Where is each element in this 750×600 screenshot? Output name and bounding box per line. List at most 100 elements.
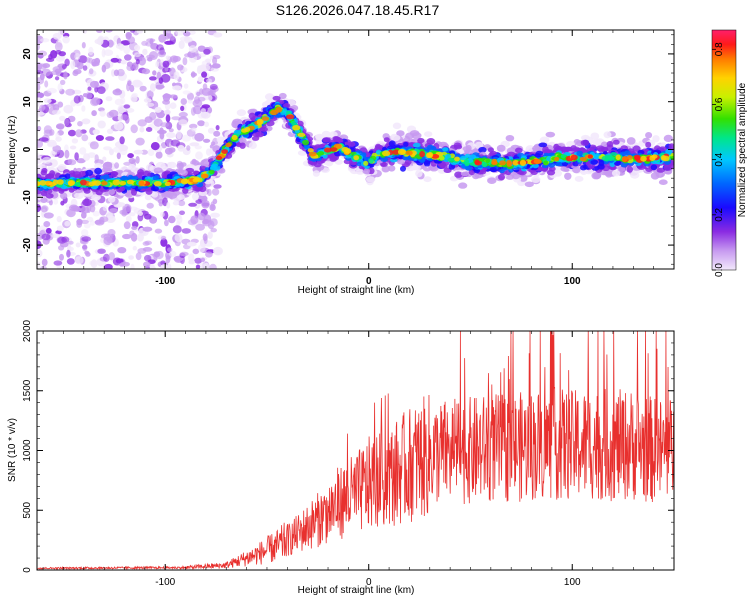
spectrogram-noise-cell xyxy=(179,210,185,216)
spectrogram-ridge-cell xyxy=(405,132,415,140)
spectrogram-noise-cell xyxy=(39,104,45,112)
spectrogram-noise-cell xyxy=(179,251,189,257)
spectrogram-noise-cell xyxy=(75,129,83,138)
spectrogram-noise-cell xyxy=(82,65,88,71)
spectrogram-noise-cell xyxy=(136,30,143,34)
spectrogram-noise-cell xyxy=(86,204,92,214)
spectrogram-ridge-cell xyxy=(630,171,640,179)
spectrogram-noise-cell xyxy=(43,98,52,104)
spectrogram-ridge-cell xyxy=(69,170,76,177)
spectrogram-noise-cell xyxy=(118,144,129,152)
spectrogram-noise-cell xyxy=(188,259,196,265)
spectrogram-noise-cell xyxy=(181,134,191,142)
spectrogram-ridge-cell xyxy=(108,188,116,195)
spectrogram-noise-cell xyxy=(145,41,153,47)
spectrogram-ridge-cell xyxy=(95,188,103,196)
spectrogram-ridge-cell xyxy=(496,144,506,152)
spectrogram-noise-cell xyxy=(166,132,176,139)
spectrogram-ridge-cell xyxy=(236,109,247,117)
spectrogram-noise-cell xyxy=(103,62,111,70)
spectrogram-noise-cell xyxy=(160,235,167,241)
spectrogram-noise-cell xyxy=(113,122,124,131)
spectrogram-noise-cell xyxy=(37,125,42,132)
spectrogram-ridge-cell xyxy=(180,169,188,176)
spectrogram-noise-cell xyxy=(142,226,153,232)
spectrogram-noise-cell xyxy=(94,86,99,93)
spectrogram-noise-cell xyxy=(62,35,70,44)
spectrogram-noise-cell xyxy=(132,245,137,251)
spectrogram-noise-cell xyxy=(89,220,95,226)
spectrogram-noise-cell xyxy=(97,86,106,94)
spectrogram-noise-cell xyxy=(63,104,74,114)
spectrogram-noise-cell xyxy=(69,145,77,150)
spectrogram-ridge-cell xyxy=(507,151,516,158)
spectrogram-noise-cell xyxy=(82,198,92,207)
spectrogram-noise-cell xyxy=(204,262,210,269)
spectrogram-ridge-cell xyxy=(531,176,541,184)
spectrogram-noise-cell xyxy=(67,240,74,245)
spectrogram-noise-cell xyxy=(37,261,41,269)
spectrogram-noise-cell xyxy=(81,118,91,125)
spectrogram-ridge-cell xyxy=(64,173,71,180)
spectrogram-ridge-cell xyxy=(381,165,390,173)
spectrogram-ridge-cell xyxy=(334,159,343,165)
spectrogram-noise-cell xyxy=(194,132,205,142)
spectrogram-noise-cell xyxy=(188,253,195,262)
spectrogram-noise-cell xyxy=(105,30,113,33)
spectrogram-noise-cell xyxy=(74,53,81,60)
spectrogram-noise-cell xyxy=(86,57,91,63)
spectrogram-noise-cell xyxy=(116,152,121,160)
spectrogram-noise-cell xyxy=(154,228,163,234)
spectrogram-noise-cell xyxy=(110,57,120,63)
spectrogram-ridge-cell xyxy=(391,134,401,142)
spectrogram-noise-cell xyxy=(215,125,220,131)
spectrogram-noise-cell xyxy=(79,147,87,155)
spectrogram-noise-cell xyxy=(160,238,168,247)
spectrogram-ridge-cell xyxy=(396,130,405,137)
spectrogram-noise-cell xyxy=(146,102,155,107)
spectrogram-noise-cell xyxy=(53,198,59,205)
spectrogram-noise-cell xyxy=(210,228,217,233)
spectrogram-noise-cell xyxy=(204,121,209,128)
spectrogram-noise-cell xyxy=(137,211,143,216)
spectrogram-noise-cell xyxy=(129,230,135,236)
spectrogram-noise-cell xyxy=(57,236,67,244)
spectrogram-noise-cell xyxy=(119,136,125,145)
spectrogram-noise-cell xyxy=(174,233,183,243)
spectrogram-noise-cell xyxy=(137,119,147,127)
spectrogram-noise-cell xyxy=(171,116,181,121)
spectrogram-noise-cell xyxy=(182,57,188,66)
spectrogram-noise-cell xyxy=(165,55,171,61)
spectrogram-ridge-cell xyxy=(402,155,409,161)
spectrogram-noise-cell xyxy=(205,251,213,258)
spectrogram-noise-cell xyxy=(201,104,211,109)
spectrogram-noise-cell xyxy=(197,120,206,127)
spectrogram-noise-cell xyxy=(167,247,173,252)
spectrogram-ridge-cell xyxy=(590,132,600,140)
spectrogram-noise-cell xyxy=(206,78,213,83)
spectrogram-ridge-cell xyxy=(99,175,106,180)
spectrogram-noise-cell xyxy=(142,48,148,56)
spectrogram-ridge-cell xyxy=(591,172,601,180)
spectrogram-noise-cell xyxy=(91,110,97,117)
spectrogram-noise-cell xyxy=(201,199,210,209)
spectrogram-noise-cell xyxy=(70,52,77,61)
spectrogram-noise-cell xyxy=(82,244,88,252)
spectrogram-noise-cell xyxy=(183,31,191,37)
spectrogram-noise-cell xyxy=(201,71,208,78)
spectrogram-noise-cell xyxy=(60,79,66,85)
spectrogram-noise-cell xyxy=(66,249,71,258)
spectrogram-noise-cell xyxy=(41,233,51,241)
spectrogram-noise-cell xyxy=(186,145,191,151)
spectrogram-noise-cell xyxy=(47,87,57,94)
spectrogram-ridge-cell xyxy=(598,160,605,167)
spectrogram-noise-cell xyxy=(119,209,127,215)
spectrogram-noise-cell xyxy=(37,249,43,258)
spectrogram-noise-cell xyxy=(37,43,40,51)
spectrogram-noise-cell xyxy=(127,153,134,159)
spectrogram-ridge-cell xyxy=(365,176,376,183)
spectrogram-noise-cell xyxy=(120,40,131,46)
spectrogram-ridge-cell xyxy=(487,177,497,184)
spectrogram-noise-cell xyxy=(81,134,89,142)
spectrogram-noise-cell xyxy=(41,258,48,267)
